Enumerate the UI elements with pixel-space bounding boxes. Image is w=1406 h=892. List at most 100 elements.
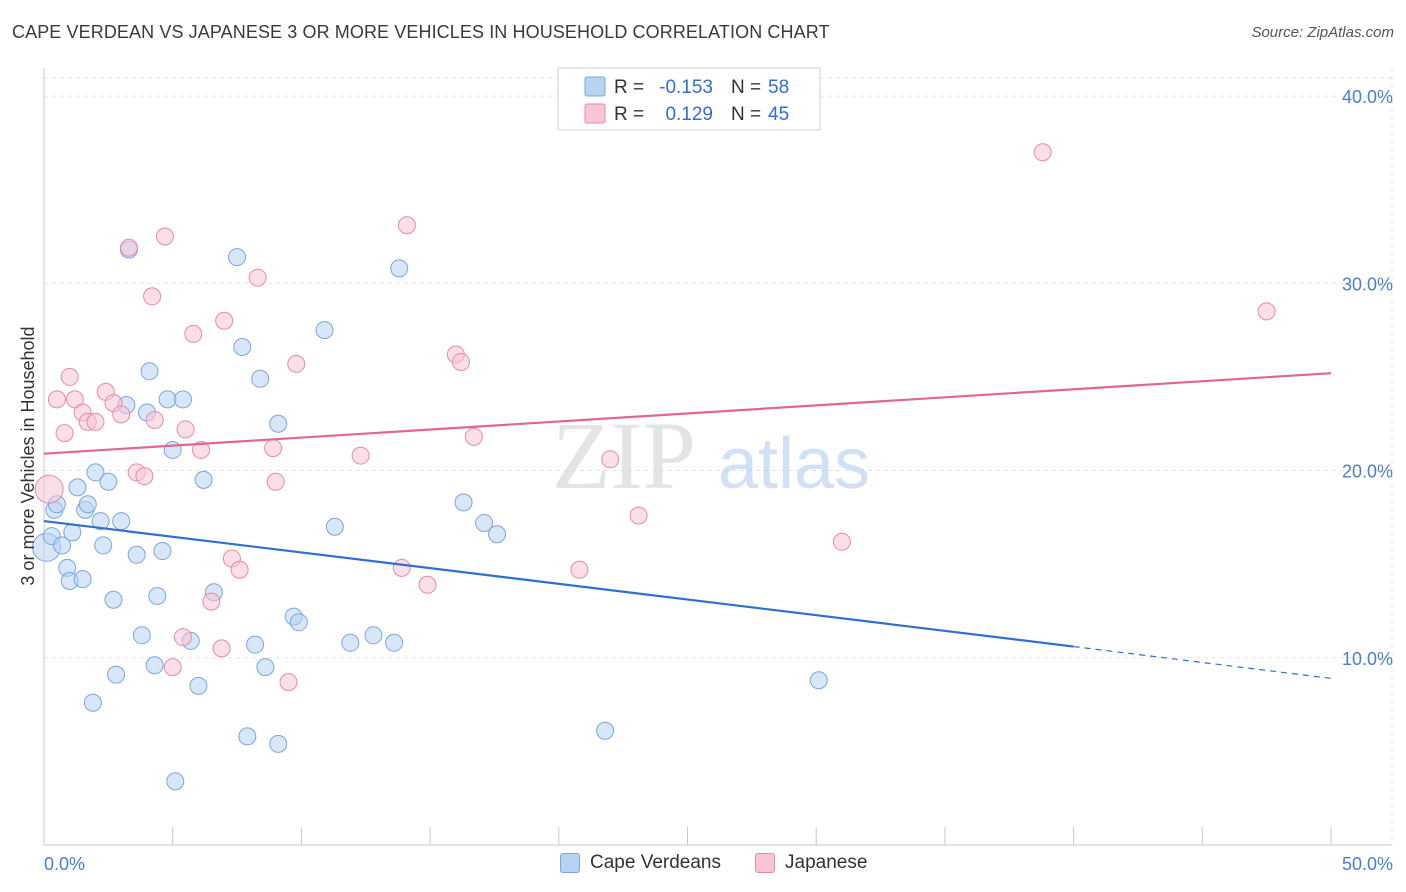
point-blue-17 [104, 590, 123, 609]
point-blue-31 [166, 772, 185, 791]
point-blue-12 [83, 693, 102, 712]
point-pink-10 [112, 405, 131, 424]
y-tick-label-3: 40.0% [1342, 87, 1393, 107]
point-blue-52 [390, 259, 409, 278]
legend-r-value-2: 0.129 [665, 104, 713, 125]
point-pink-44 [1257, 302, 1276, 321]
point-blue-41 [251, 369, 270, 388]
point-blue-50 [364, 626, 383, 645]
point-blue-35 [194, 470, 213, 489]
point-blue-54 [475, 513, 494, 532]
point-pink-28 [264, 439, 283, 458]
point-blue-47 [315, 321, 334, 340]
point-blue-16 [99, 472, 118, 491]
point-blue-9 [73, 570, 92, 589]
point-blue-15 [94, 536, 113, 555]
point-pink-11 [119, 238, 138, 257]
source-label: Source: ZipAtlas.com [1251, 24, 1394, 41]
y-axis-label: 3 or more Vehicles in Household [18, 326, 38, 585]
point-pink-34 [397, 216, 416, 235]
point-blue-37 [228, 248, 247, 267]
point-pink-0 [34, 474, 64, 504]
point-blue-39 [238, 727, 257, 746]
point-blue-57 [809, 671, 828, 690]
legend-n-label-2: N = [731, 104, 761, 125]
legend-r-label-2: R = [614, 104, 644, 125]
legend-swatch-japanese [755, 853, 775, 873]
point-blue-8 [68, 478, 87, 497]
point-blue-14 [91, 512, 110, 531]
legend-label-cape-verdeans: Cape Verdeans [590, 852, 721, 873]
point-blue-38 [233, 337, 252, 356]
point-blue-55 [488, 525, 507, 544]
point-blue-27 [148, 586, 167, 605]
point-pink-38 [464, 427, 483, 446]
point-blue-49 [341, 633, 360, 652]
point-pink-42 [832, 532, 851, 551]
point-pink-31 [287, 354, 306, 373]
point-blue-18 [107, 665, 126, 684]
point-blue-44 [269, 414, 288, 433]
point-blue-42 [256, 658, 275, 677]
point-pink-7 [86, 412, 105, 431]
point-pink-13 [135, 467, 154, 486]
point-blue-30 [163, 440, 182, 459]
point-pink-39 [570, 560, 589, 579]
y-tick-labels: 10.0% 20.0% 30.0% 40.0% [1342, 87, 1393, 669]
point-blue-34 [189, 676, 208, 695]
point-pink-27 [248, 268, 267, 287]
point-pink-2 [55, 424, 74, 443]
point-pink-43 [1033, 143, 1052, 162]
point-pink-30 [279, 673, 298, 692]
point-pink-16 [155, 227, 174, 246]
point-blue-7 [63, 523, 82, 542]
point-blue-28 [153, 542, 172, 561]
point-pink-23 [212, 639, 231, 658]
legend-swatch-blue [584, 76, 606, 97]
legend-item-japanese[interactable]: Japanese [755, 852, 867, 874]
point-blue-4 [53, 536, 72, 555]
x-tick-label-1: 50.0% [1342, 854, 1393, 874]
trend-line-pink [43, 372, 1332, 455]
legend-n-value-1: 58 [768, 77, 789, 98]
x-tick-labels: 0.0% 50.0% [44, 854, 1393, 874]
point-pink-14 [143, 287, 162, 306]
x-tick-label-0: 0.0% [44, 854, 85, 874]
point-pink-33 [392, 558, 411, 577]
legend-r-value-1: -0.153 [659, 77, 713, 98]
point-pink-22 [202, 592, 221, 611]
point-pink-17 [163, 658, 182, 677]
point-blue-22 [127, 545, 146, 564]
trend-lines [43, 372, 1332, 679]
point-blue-40 [246, 635, 265, 654]
legend-label-japanese: Japanese [785, 852, 868, 873]
point-pink-21 [192, 440, 211, 459]
point-blue-43 [269, 734, 288, 753]
point-blue-25 [140, 362, 159, 381]
point-pink-35 [418, 575, 437, 594]
watermark-atlas: atlas [718, 424, 870, 504]
legend-r-label-1: R = [614, 77, 644, 98]
stats-legend: R = -0.153 N = 58 R = 0.129 N = 45 [557, 67, 821, 131]
chart-title: CAPE VERDEAN VS JAPANESE 3 OR MORE VEHIC… [12, 22, 830, 42]
point-pink-3 [60, 367, 79, 386]
point-pink-37 [451, 352, 470, 371]
series-legend: Cape Verdeans Japanese [560, 852, 891, 874]
point-blue-29 [158, 390, 177, 409]
point-blue-23 [132, 626, 151, 645]
point-pink-20 [184, 324, 203, 343]
point-blue-46 [289, 613, 308, 632]
point-blue-53 [454, 493, 473, 512]
point-pink-41 [629, 506, 648, 525]
trend-line-blue [43, 520, 1074, 648]
legend-n-label-1: N = [731, 77, 761, 98]
legend-item-cape-verdeans[interactable]: Cape Verdeans [560, 852, 721, 874]
y-tick-label-1: 20.0% [1342, 462, 1393, 482]
data-points [32, 143, 1276, 791]
axes [43, 68, 1392, 846]
point-blue-26 [145, 656, 164, 675]
point-pink-24 [215, 311, 234, 330]
y-tick-label-2: 30.0% [1342, 274, 1393, 294]
point-pink-26 [230, 560, 249, 579]
point-blue-11 [78, 495, 97, 514]
